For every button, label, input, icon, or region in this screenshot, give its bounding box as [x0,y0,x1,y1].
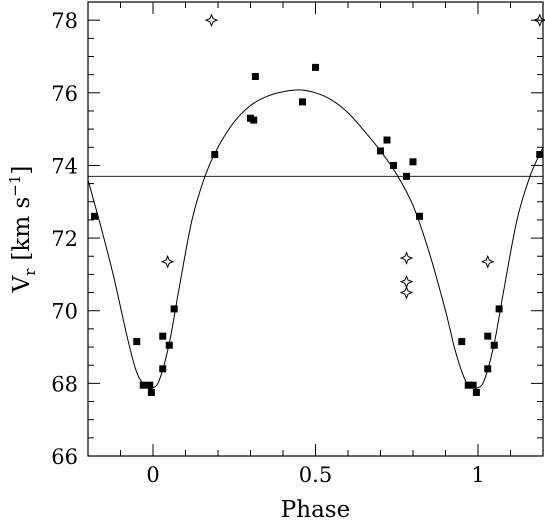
data-point-star [480,254,495,269]
data-point-star [160,254,175,269]
filled-square-points [91,63,544,396]
axis-tick-labels: 0 0.5 1 66 68 70 72 74 76 78 [51,9,484,487]
data-point-square [250,116,258,124]
data-point-square [91,212,98,220]
data-point-square [170,305,178,313]
y-axis-title-unit: [km s [9,197,35,261]
y-tick-label: 68 [51,372,78,396]
y-axis-title-base: V [9,275,35,293]
y-tick-label: 74 [51,154,78,178]
data-point-square [484,365,492,373]
data-point-square [416,212,423,220]
data-point-square [165,341,173,349]
y-axis-title-superscript: −1 [6,175,24,197]
x-axis-title: Phase [281,497,350,522]
data-point-square [299,98,306,106]
data-point-star [399,285,414,300]
data-point-square [495,305,503,313]
data-point-square [458,338,466,346]
data-point-square [147,388,155,396]
data-point-square [383,136,391,144]
y-tick-label: 76 [51,82,78,106]
data-point-square [464,381,472,389]
x-tick-label: 0.5 [299,463,332,487]
data-point-square [146,381,154,389]
data-point-square [409,158,417,166]
data-point-square [469,381,477,389]
x-tick-label: 0 [146,463,159,487]
data-point-square [390,161,397,169]
data-point-square [536,151,544,159]
model-curve [88,89,543,390]
open-star-points [160,13,545,300]
data-point-star [204,13,219,27]
data-point-square [159,332,167,340]
data-point-square [490,341,498,349]
x-tick-label: 1 [471,463,484,487]
data-point-square [377,147,384,155]
data-point-square [139,381,147,389]
y-tick-label: 70 [51,300,78,324]
plot-frame [87,1,544,457]
y-tick-label: 78 [51,9,78,33]
y-axis-title: Vr [km s−1] [6,166,39,294]
data-point-square [472,388,480,396]
data-point-square [251,72,259,80]
data-point-square [403,172,410,180]
y-axis-title-close: ] [9,166,35,175]
data-point-square [211,151,219,159]
y-axis-title-subscript: r [21,268,39,276]
data-point-star [399,251,414,265]
data-point-square [484,332,492,340]
data-point-square [159,365,167,373]
model-curve-layer [88,89,543,390]
data-point-star [399,274,414,289]
y-tick-label: 72 [51,227,78,251]
data-point-square [133,338,141,346]
data-point-square [312,63,319,71]
y-tick-label: 66 [51,445,78,469]
